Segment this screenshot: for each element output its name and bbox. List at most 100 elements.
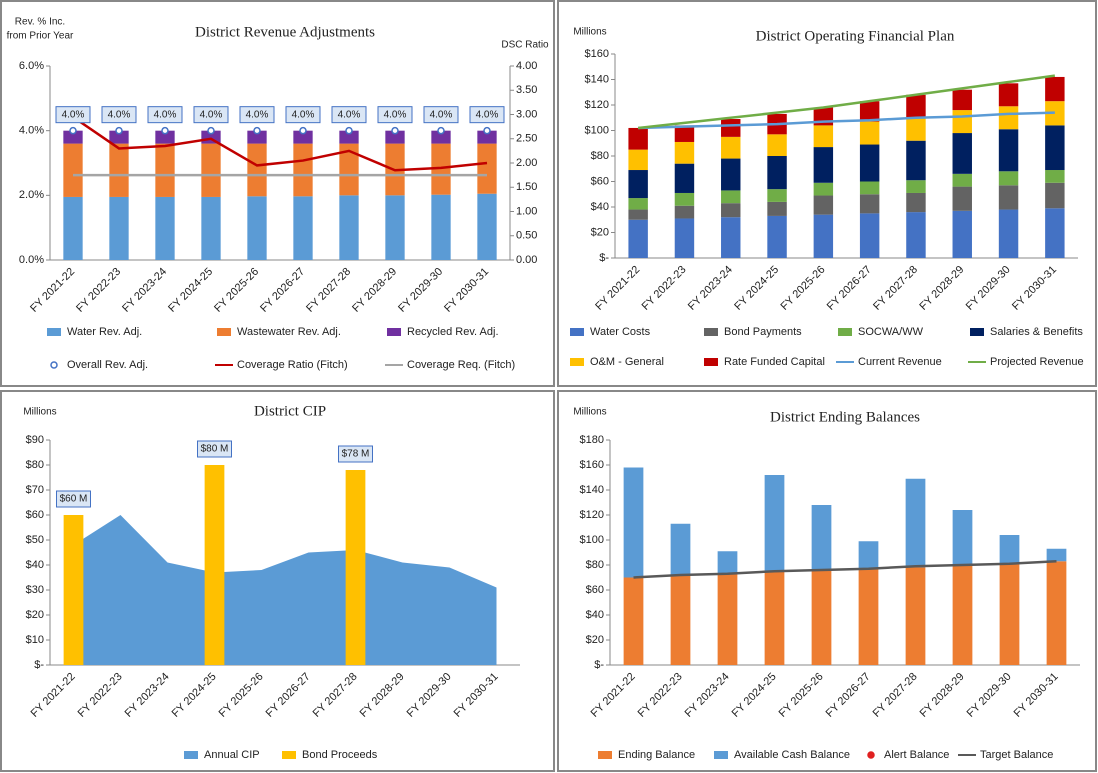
bar <box>813 125 834 148</box>
legend-label: Ending Balance <box>618 749 695 761</box>
data-label: 4.0% <box>62 109 85 120</box>
bar <box>109 130 129 144</box>
marker <box>299 126 307 135</box>
y2-tick-label: 4.00 <box>516 60 537 72</box>
bar <box>858 541 879 569</box>
y-tick-label: $140 <box>580 484 604 496</box>
bar <box>998 171 1019 186</box>
bar <box>721 158 741 191</box>
bar <box>906 212 926 258</box>
chart-title: District Ending Balances <box>770 409 920 425</box>
bar <box>63 143 83 197</box>
line <box>633 560 1057 579</box>
y-tick-label: $70 <box>26 484 44 496</box>
bar <box>109 196 129 260</box>
y-axis-label: Millions <box>573 27 606 38</box>
y-tick-label: $60 <box>586 584 604 596</box>
bar <box>109 143 129 197</box>
bar <box>339 143 359 196</box>
bar <box>247 130 267 144</box>
bar <box>63 130 83 144</box>
bar <box>767 134 787 156</box>
bar <box>998 209 1019 258</box>
legend-label: Recycled Rev. Adj. <box>407 326 499 338</box>
bar <box>201 196 221 260</box>
bar <box>721 217 741 258</box>
y-tick-label: $120 <box>580 509 604 521</box>
legend-label: Salaries & Benefits <box>990 326 1083 338</box>
y-tick-label: $- <box>599 252 609 264</box>
y-tick-label: $20 <box>586 634 604 646</box>
bar <box>477 130 497 144</box>
bar <box>952 173 972 187</box>
line <box>638 111 1055 130</box>
bar <box>813 147 834 183</box>
bar <box>952 186 972 211</box>
bar <box>721 190 741 204</box>
legend-label: Bond Proceeds <box>302 749 378 761</box>
data-label-box <box>147 106 183 124</box>
bar <box>1045 170 1065 183</box>
bar <box>674 192 695 206</box>
bar <box>345 470 366 665</box>
bar <box>628 127 648 150</box>
y2-tick-label: 1.00 <box>516 205 537 217</box>
bar <box>385 130 405 144</box>
bar <box>1046 561 1067 665</box>
chart-title: District Revenue Adjustments <box>195 24 375 40</box>
bar <box>204 465 225 665</box>
legend-label: Projected Revenue <box>990 356 1084 368</box>
chart-title: District CIP <box>254 403 326 419</box>
chart-title: District Operating Financial Plan <box>756 28 955 44</box>
bar <box>674 125 695 142</box>
marker <box>161 126 169 135</box>
bar <box>998 106 1019 130</box>
bar <box>63 515 84 665</box>
bar <box>999 535 1020 564</box>
legend-swatch <box>47 328 61 336</box>
y-tick-label: $- <box>594 659 604 671</box>
bar <box>431 143 451 195</box>
bar <box>670 575 691 665</box>
legend-label: Alert Balance <box>884 749 949 761</box>
bar <box>905 567 926 665</box>
legend-swatch <box>570 328 584 336</box>
bar <box>155 196 175 260</box>
marker <box>115 126 123 135</box>
bar <box>628 149 648 171</box>
legend-swatch <box>704 328 718 336</box>
bar <box>952 133 972 174</box>
bar <box>628 170 648 199</box>
bar <box>859 194 880 214</box>
y2-tick-label: 2.50 <box>516 133 537 145</box>
y-tick-label: $50 <box>26 534 44 546</box>
bar <box>906 140 926 181</box>
y2-tick-label: 2.00 <box>516 157 537 169</box>
legend-swatch <box>217 328 231 336</box>
data-label-box <box>285 106 321 124</box>
bar <box>385 195 405 260</box>
y-tick-label: $- <box>34 659 44 671</box>
bar <box>201 143 221 197</box>
bar <box>859 181 880 195</box>
bar <box>906 180 926 193</box>
data-label: 4.0% <box>430 109 453 120</box>
bar <box>859 144 880 182</box>
bar <box>998 185 1019 210</box>
y2-tick-label: 0.50 <box>516 230 537 242</box>
bar <box>767 215 787 258</box>
bar <box>717 573 738 665</box>
area <box>73 515 497 665</box>
legend-label: O&M - General <box>590 356 664 368</box>
bar <box>293 196 313 260</box>
y-tick-label: $80 <box>586 559 604 571</box>
y-tick-label: $10 <box>26 634 44 646</box>
y-tick-label: $30 <box>26 584 44 596</box>
marker <box>437 126 445 135</box>
bar <box>813 182 834 196</box>
legend-swatch <box>704 358 718 366</box>
legend-swatch <box>598 751 612 759</box>
legend-label: Available Cash Balance <box>734 749 850 761</box>
data-label-box <box>423 106 459 124</box>
